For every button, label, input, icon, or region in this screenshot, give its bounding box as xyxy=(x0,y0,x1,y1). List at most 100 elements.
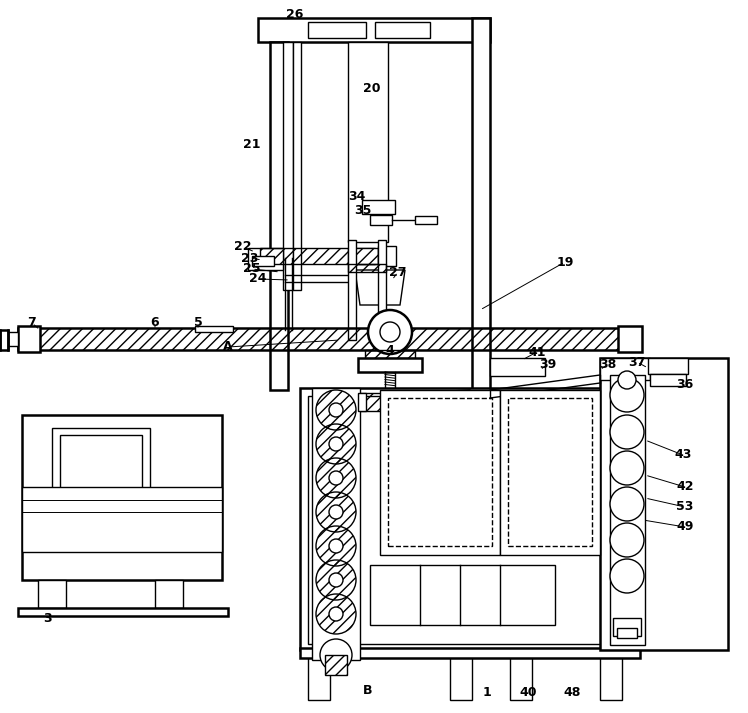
Bar xyxy=(358,393,366,411)
Bar xyxy=(283,42,293,290)
Circle shape xyxy=(618,371,636,389)
Circle shape xyxy=(368,310,412,354)
Text: 27: 27 xyxy=(389,265,407,279)
Bar xyxy=(365,350,415,358)
Bar xyxy=(415,216,437,224)
Circle shape xyxy=(610,559,644,593)
Polygon shape xyxy=(355,270,405,305)
Bar xyxy=(8,332,18,346)
Bar xyxy=(380,390,500,555)
Text: 35: 35 xyxy=(355,203,372,217)
Bar xyxy=(378,240,386,330)
Bar xyxy=(0,330,8,350)
Text: 40: 40 xyxy=(519,685,537,699)
Bar xyxy=(600,358,650,380)
Bar xyxy=(618,326,642,352)
Text: 39: 39 xyxy=(539,357,557,371)
Text: 41: 41 xyxy=(528,346,546,359)
Bar xyxy=(52,428,150,500)
Bar xyxy=(258,18,490,42)
Bar xyxy=(22,415,222,580)
Bar xyxy=(18,608,228,616)
Text: 5: 5 xyxy=(194,317,203,329)
Bar xyxy=(600,650,622,700)
Bar xyxy=(325,655,347,675)
Text: 37: 37 xyxy=(628,356,646,369)
Text: 4: 4 xyxy=(386,344,394,356)
Bar xyxy=(348,264,386,272)
Text: 42: 42 xyxy=(676,481,693,493)
Bar xyxy=(348,240,356,340)
Circle shape xyxy=(329,505,343,519)
Bar xyxy=(248,248,283,270)
Bar xyxy=(155,580,183,608)
Bar xyxy=(293,42,301,290)
Bar xyxy=(308,22,366,38)
Text: 24: 24 xyxy=(249,272,267,285)
Bar xyxy=(362,200,395,214)
Bar xyxy=(18,328,622,350)
Circle shape xyxy=(329,403,343,417)
Circle shape xyxy=(610,415,644,449)
Bar xyxy=(600,358,728,650)
Text: 26: 26 xyxy=(286,8,304,21)
Circle shape xyxy=(329,539,343,553)
Text: 23: 23 xyxy=(242,252,259,265)
Text: A: A xyxy=(223,341,233,354)
Bar xyxy=(308,650,330,700)
Text: 36: 36 xyxy=(676,379,693,391)
Bar xyxy=(613,618,641,636)
Text: 6: 6 xyxy=(150,317,159,329)
Circle shape xyxy=(610,487,644,521)
Bar xyxy=(308,396,632,644)
Bar xyxy=(510,650,532,700)
Text: 49: 49 xyxy=(676,520,693,533)
Text: 38: 38 xyxy=(599,357,616,371)
Bar xyxy=(300,388,640,650)
Circle shape xyxy=(320,639,352,671)
Text: 22: 22 xyxy=(234,240,252,254)
Bar xyxy=(500,390,600,555)
Circle shape xyxy=(610,378,644,412)
Circle shape xyxy=(610,451,644,485)
Text: 20: 20 xyxy=(364,81,381,95)
Bar xyxy=(348,42,388,242)
Bar xyxy=(617,628,637,638)
Circle shape xyxy=(610,523,644,557)
Text: 7: 7 xyxy=(28,317,37,329)
Bar xyxy=(378,246,396,266)
Bar xyxy=(375,22,430,38)
Circle shape xyxy=(329,607,343,621)
Text: 3: 3 xyxy=(43,612,52,625)
Circle shape xyxy=(329,471,343,485)
Bar xyxy=(508,393,558,411)
Text: 25: 25 xyxy=(243,262,261,275)
Bar xyxy=(260,248,375,264)
Text: B: B xyxy=(364,684,373,697)
Bar xyxy=(508,398,592,546)
Bar xyxy=(348,248,378,264)
Text: 34: 34 xyxy=(349,190,366,203)
Circle shape xyxy=(380,322,400,342)
Bar xyxy=(450,650,472,700)
Bar xyxy=(22,487,222,552)
Text: 1: 1 xyxy=(482,685,491,699)
Bar xyxy=(555,393,563,411)
Bar xyxy=(610,375,645,645)
Bar xyxy=(270,42,288,390)
Text: 43: 43 xyxy=(674,448,692,461)
Bar xyxy=(18,326,40,352)
Bar xyxy=(490,358,545,376)
Text: 19: 19 xyxy=(557,255,574,269)
Bar xyxy=(370,565,555,625)
Bar xyxy=(650,374,686,386)
Bar xyxy=(360,393,405,411)
Bar xyxy=(60,435,142,493)
Text: 53: 53 xyxy=(676,501,693,513)
Circle shape xyxy=(329,437,343,451)
Bar xyxy=(252,256,274,266)
Text: 48: 48 xyxy=(563,685,580,699)
Bar xyxy=(472,18,490,390)
Bar xyxy=(38,580,66,608)
Circle shape xyxy=(329,573,343,587)
